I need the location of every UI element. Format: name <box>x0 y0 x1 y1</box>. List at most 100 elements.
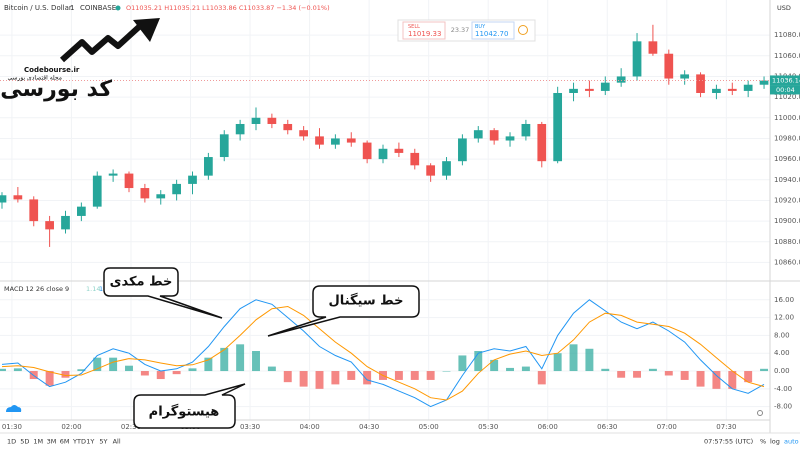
y-tick-label: 11020.00 <box>774 93 800 101</box>
y-tick-label: -8.00 <box>774 403 792 411</box>
range-button[interactable]: YTD <box>72 438 86 446</box>
logo-name: کد بورسی <box>0 77 112 102</box>
range-button[interactable]: 3M <box>47 438 57 446</box>
histogram-bar <box>474 351 483 372</box>
candle-body <box>315 136 324 145</box>
histogram-bar <box>299 371 308 387</box>
sell-price: 11019.33 <box>408 30 441 38</box>
buy-button[interactable] <box>471 21 515 40</box>
histogram-bar <box>125 365 133 372</box>
plot <box>0 24 770 408</box>
histogram-bar <box>680 371 689 380</box>
range-button[interactable]: 5D <box>20 438 29 446</box>
histogram-bar <box>172 371 181 375</box>
y-tick-label: 0.00 <box>774 367 790 375</box>
candle-body <box>394 148 404 153</box>
x-tick-label: 04:00 <box>299 423 319 431</box>
candle-body <box>727 88 737 91</box>
ohlc: O11035.21 H11035.21 L11033.86 C11033.87 … <box>126 4 330 12</box>
x-tick-label: 07:00 <box>657 423 677 431</box>
candle-body <box>442 161 451 176</box>
auto-toggle[interactable]: auto <box>784 438 799 446</box>
histogram-bar <box>220 347 229 372</box>
histogram-bar <box>633 371 642 378</box>
histogram-bar <box>553 353 562 372</box>
candle-body <box>458 138 467 162</box>
histogram-last: 1.14 <box>86 285 100 293</box>
y-tick-label: 8.00 <box>774 331 790 339</box>
settings-icon[interactable] <box>757 410 763 416</box>
histogram-bar <box>569 344 578 372</box>
x-tick-label: 06:00 <box>538 423 558 431</box>
candle-body <box>204 157 213 176</box>
sell-button[interactable] <box>402 21 446 40</box>
interval: 1 <box>70 4 74 12</box>
histogram-bar <box>188 368 197 372</box>
histogram-bar <box>458 355 467 372</box>
y-tick-label: 10860.00 <box>774 258 800 266</box>
logo-tagline: مجله اقتصادی بورسی <box>7 75 62 82</box>
candle-body <box>759 80 769 85</box>
histogram-bar <box>204 357 213 372</box>
candle-body <box>299 130 308 137</box>
x-tick-label: 03:30 <box>240 423 260 431</box>
candle-body <box>362 142 372 160</box>
candle-body <box>600 82 610 91</box>
histogram-bar <box>267 366 276 372</box>
speech-bubble <box>267 285 420 337</box>
candle-body <box>0 195 7 203</box>
range-button[interactable]: 1M <box>33 438 43 446</box>
range-button[interactable]: All <box>113 438 121 446</box>
range-button[interactable]: 1Y <box>86 438 94 446</box>
range-button[interactable]: 6M <box>60 438 70 446</box>
annotation-text: خط سیگنال <box>329 293 404 309</box>
histogram-bar <box>585 348 594 372</box>
histogram-bar <box>442 371 451 372</box>
annotation-macd: خط مکدی <box>103 267 223 319</box>
logo-site: Codebourse.ir <box>24 66 80 74</box>
currency: USD <box>777 4 791 12</box>
y-tick-label: 16.00 <box>774 296 794 304</box>
histogram-bar <box>347 371 356 380</box>
trade-icon[interactable] <box>518 25 528 35</box>
x-tick-label: 02:30 <box>121 423 141 431</box>
histogram-bar <box>744 371 753 383</box>
exchange: COINBASE <box>80 4 116 12</box>
macd-title: MACD 12 26 close 9 <box>4 285 69 293</box>
candle-body <box>378 148 388 160</box>
y-tick-label: 10960.00 <box>774 155 800 163</box>
histogram-bar <box>93 357 102 372</box>
candle-body <box>61 215 70 230</box>
candle-body <box>489 130 499 141</box>
candle-body <box>188 175 197 184</box>
histogram-bar <box>537 371 546 385</box>
histogram-bar <box>664 371 673 376</box>
cloud-icon[interactable] <box>6 405 22 412</box>
histogram-bar <box>363 371 372 385</box>
axes: 10860.00 10880.00 10900.00 10920.00 10940.00… <box>2 31 800 431</box>
histogram-bar <box>617 371 626 378</box>
range-button[interactable]: 1D <box>7 438 16 446</box>
candle-body <box>331 138 340 145</box>
annotation-signal: خط سیگنال <box>267 285 420 337</box>
log-toggle[interactable]: log <box>770 438 780 446</box>
histogram-bar <box>140 371 149 376</box>
range-button[interactable]: 5Y <box>99 438 107 446</box>
y-tick-label: 10940.00 <box>774 176 800 184</box>
histogram-bar <box>696 371 705 387</box>
histogram-bar <box>394 371 403 380</box>
candle-body <box>585 88 594 91</box>
y-tick-label: 4.00 <box>774 349 790 357</box>
annotation-text: هیستوگرام <box>149 404 220 420</box>
candle-body <box>45 221 54 230</box>
sell-label: SELL <box>408 24 420 30</box>
histogram-bar <box>61 371 70 378</box>
candle-body <box>696 74 705 93</box>
candle-body <box>743 84 753 91</box>
percent-toggle[interactable]: % <box>760 438 766 446</box>
candle-body <box>648 41 658 54</box>
x-tick-label: 05:00 <box>419 423 439 431</box>
buy-price: 11042.70 <box>475 30 508 38</box>
histogram-bar <box>109 357 118 372</box>
